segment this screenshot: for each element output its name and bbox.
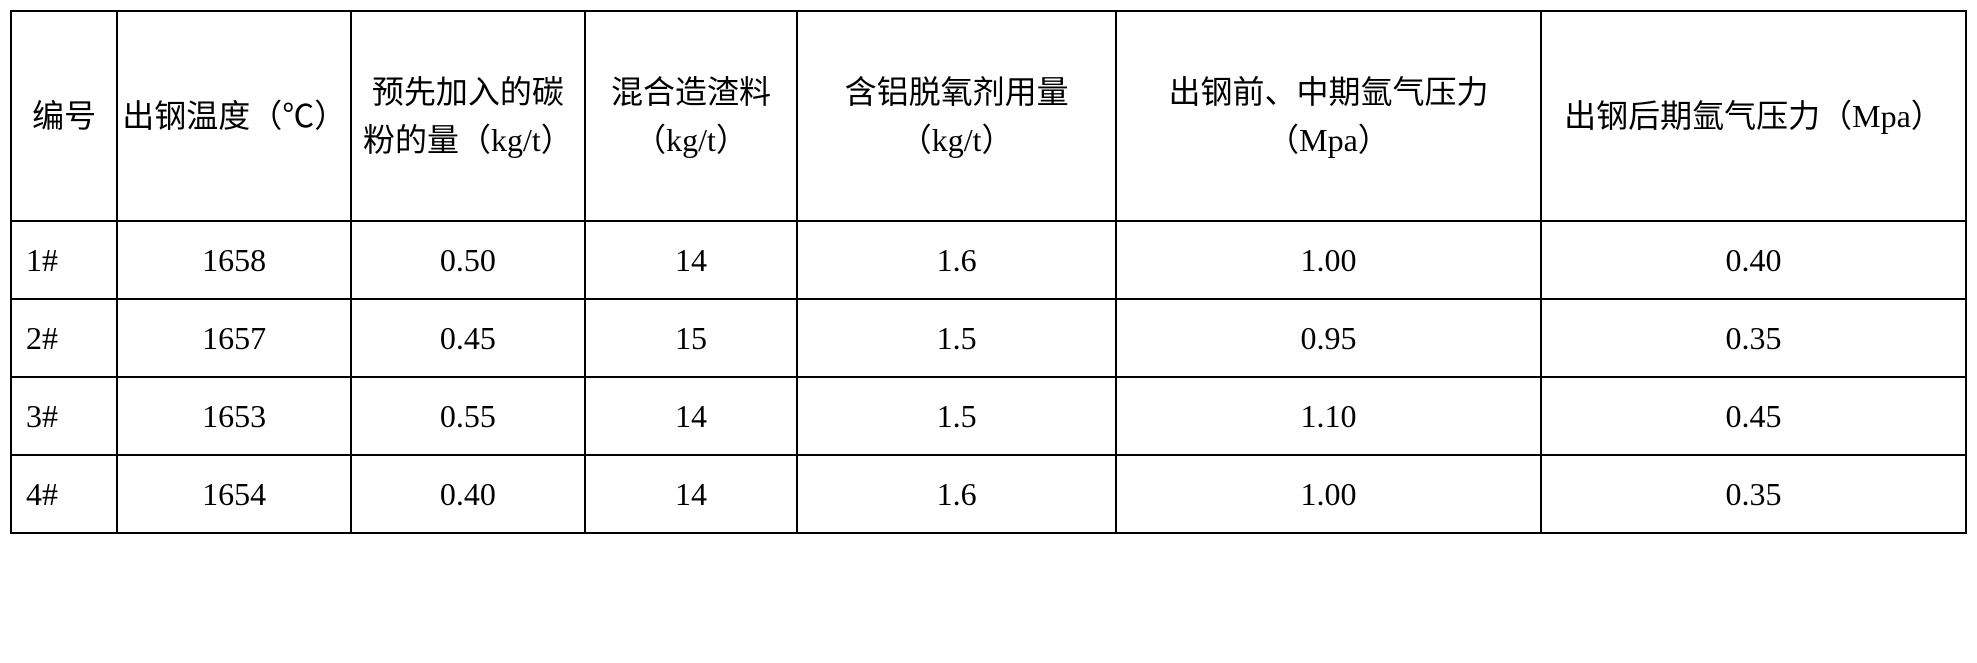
cell-argon-early: 1.00 [1116, 221, 1541, 299]
cell-carbon: 0.40 [351, 455, 585, 533]
cell-argon-late: 0.35 [1541, 455, 1966, 533]
cell-slag: 14 [585, 377, 798, 455]
cell-temp: 1654 [117, 455, 351, 533]
cell-id: 4# [11, 455, 117, 533]
cell-argon-late: 0.45 [1541, 377, 1966, 455]
col-header-carbon: 预先加入的碳粉的量（kg/t） [351, 11, 585, 221]
col-header-id: 编号 [11, 11, 117, 221]
cell-id: 2# [11, 299, 117, 377]
cell-id: 3# [11, 377, 117, 455]
cell-slag: 14 [585, 221, 798, 299]
cell-carbon: 0.50 [351, 221, 585, 299]
table-row: 1# 1658 0.50 14 1.6 1.00 0.40 [11, 221, 1966, 299]
table-row: 2# 1657 0.45 15 1.5 0.95 0.35 [11, 299, 1966, 377]
cell-argon-late: 0.35 [1541, 299, 1966, 377]
table-row: 4# 1654 0.40 14 1.6 1.00 0.35 [11, 455, 1966, 533]
cell-carbon: 0.45 [351, 299, 585, 377]
cell-argon-early: 0.95 [1116, 299, 1541, 377]
cell-deox: 1.6 [797, 455, 1116, 533]
table-header-row: 编号 出钢温度（℃） 预先加入的碳粉的量（kg/t） 混合造渣料（kg/t） 含… [11, 11, 1966, 221]
cell-argon-early: 1.00 [1116, 455, 1541, 533]
cell-temp: 1653 [117, 377, 351, 455]
cell-deox: 1.5 [797, 377, 1116, 455]
data-table: 编号 出钢温度（℃） 预先加入的碳粉的量（kg/t） 混合造渣料（kg/t） 含… [10, 10, 1967, 534]
col-header-argon-late: 出钢后期氩气压力（Mpa） [1541, 11, 1966, 221]
cell-temp: 1658 [117, 221, 351, 299]
cell-temp: 1657 [117, 299, 351, 377]
col-header-argon-early: 出钢前、中期氩气压力（Mpa） [1116, 11, 1541, 221]
col-header-temp: 出钢温度（℃） [117, 11, 351, 221]
cell-slag: 14 [585, 455, 798, 533]
col-header-slag: 混合造渣料（kg/t） [585, 11, 798, 221]
cell-slag: 15 [585, 299, 798, 377]
cell-carbon: 0.55 [351, 377, 585, 455]
cell-deox: 1.6 [797, 221, 1116, 299]
col-header-deox: 含铝脱氧剂用量（kg/t） [797, 11, 1116, 221]
cell-argon-early: 1.10 [1116, 377, 1541, 455]
cell-argon-late: 0.40 [1541, 221, 1966, 299]
cell-id: 1# [11, 221, 117, 299]
table-row: 3# 1653 0.55 14 1.5 1.10 0.45 [11, 377, 1966, 455]
cell-deox: 1.5 [797, 299, 1116, 377]
